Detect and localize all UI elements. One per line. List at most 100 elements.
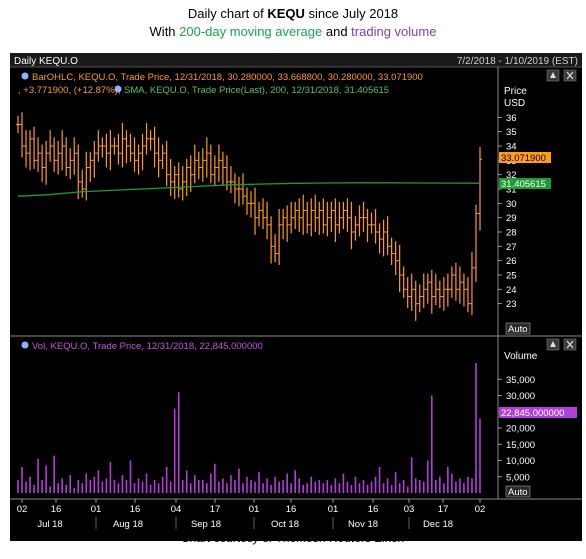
price-tick-label: 25 [506, 271, 517, 282]
x-tick-label: 16 [286, 504, 297, 515]
ohlc-bar [473, 204, 478, 283]
ohlc-bar [168, 158, 173, 197]
ohlc-bar [148, 130, 153, 151]
ohlc-bar [365, 209, 370, 243]
ohlc-bar [152, 126, 157, 168]
ohlc-bar [361, 201, 366, 232]
ohlc-bar [413, 280, 418, 321]
ohlc-bar [317, 201, 322, 235]
volume-axis-title: Volume [504, 351, 538, 362]
x-month-label: Oct 18 [271, 519, 299, 530]
ohlc-bar [68, 148, 73, 179]
price-tick-label: 28 [506, 228, 517, 239]
ohlc-bar [16, 115, 20, 134]
legend-toggle-icon[interactable] [21, 72, 29, 80]
ohlc-bar [84, 151, 89, 201]
volume-tick-label: 15,000 [506, 440, 535, 451]
ohlc-bar [401, 266, 406, 298]
sma-label: 31.405615 [501, 179, 546, 190]
x-tick-label: 17 [438, 504, 449, 515]
ohlc-bar [265, 201, 270, 240]
ohlc-bar [124, 130, 129, 164]
ohlc-bar [369, 212, 374, 234]
ohlc-bar [393, 241, 398, 275]
x-tick-label: 02 [475, 504, 486, 515]
chart-svg[interactable]: Daily KEQU.O 7/2/2018 - 1/10/2019 (EST) … [10, 53, 582, 541]
price-legend-sma: SMA, KEQU.O, Trade Price(Last), 200, 12/… [124, 85, 389, 96]
ohlc-bar [389, 237, 394, 265]
ohlc-bar [478, 147, 482, 231]
ohlc-bar [357, 205, 362, 237]
ohlc-bar [337, 201, 342, 234]
ohlc-bar [24, 130, 29, 168]
price-tick-label: 24 [506, 285, 517, 296]
ohlc-bar [240, 173, 245, 205]
volume-panel-icons[interactable] [546, 338, 577, 351]
ohlc-bar [305, 201, 310, 234]
volume-auto-button[interactable] [505, 485, 531, 498]
ohlc-bar [204, 137, 209, 178]
ohlc-bar [377, 223, 382, 254]
price-tick-label: 29 [506, 213, 517, 224]
ohlc-bar [44, 140, 49, 185]
price-panel-icons[interactable] [546, 69, 577, 82]
price-bars [16, 112, 482, 321]
ohlc-bar [200, 148, 205, 182]
sma-toggle-icon[interactable] [114, 85, 122, 93]
ohlc-bar [132, 137, 137, 172]
ohlc-bar [244, 187, 249, 215]
volume-tick-label: 30,000 [506, 391, 535, 402]
ohlc-bar [192, 144, 197, 184]
last-volume-label: 22,845.000000 [501, 408, 564, 419]
volume-legend: Vol, KEQU.O, Trade Price, 12/31/2018, 22… [32, 341, 263, 352]
ohlc-bar [32, 126, 37, 169]
volume-toggle-icon[interactable] [21, 341, 29, 349]
chart-panel[interactable]: Daily KEQU.O 7/2/2018 - 1/10/2019 (EST) … [10, 53, 582, 541]
ohlc-bar [120, 123, 125, 168]
ohlc-bar [325, 201, 330, 237]
ohlc-bar [293, 201, 298, 230]
ohlc-bar [128, 133, 133, 162]
ohlc-bar [40, 144, 45, 182]
price-legend-change: , +3.771900, (+12.87%), [18, 85, 120, 96]
price-auto-button[interactable] [505, 322, 531, 335]
ohlc-bar [80, 169, 85, 198]
price-tick-label: 31 [506, 185, 517, 196]
ohlc-bar [461, 273, 466, 307]
price-tick-label: 27 [506, 242, 517, 253]
ohlc-bar [253, 187, 258, 235]
x-axis: 02 16 01 16 04 17 01 16 01 16 03 17 02 Jul 18 Aug 18 Se… [17, 499, 486, 530]
sma-text: 200-day moving average [179, 24, 323, 39]
ohlc-bar [409, 273, 414, 311]
ohlc-bar [249, 191, 254, 218]
ohlc-bar [309, 198, 314, 237]
x-tick-label: 03 [404, 504, 415, 515]
panel-name: Daily KEQU.O [14, 56, 78, 67]
x-tick-label: 16 [51, 504, 62, 515]
ohlc-bar [104, 133, 109, 168]
ohlc-bar [437, 280, 442, 308]
ohlc-bar [236, 176, 241, 207]
ohlc-bar [176, 162, 181, 198]
chart-title: Daily chart of KEQU since July 2018 [187, 6, 399, 21]
ohlc-bar [92, 140, 97, 178]
x-tick-label: 16 [368, 504, 379, 515]
ohlc-bar [385, 216, 390, 255]
x-tick-label: 17 [210, 504, 221, 515]
ohlc-bar [112, 137, 117, 155]
ohlc-bar [281, 209, 286, 240]
ohlc-bar [172, 166, 177, 200]
ohlc-bar [116, 133, 121, 165]
ohlc-bar [417, 284, 422, 313]
price-axis-unit: USD [504, 98, 525, 109]
x-month-label: Aug 18 [113, 519, 143, 530]
ohlc-bar [52, 137, 57, 172]
ohlc-bar [297, 198, 302, 232]
ohlc-bar [429, 269, 434, 314]
volume-auto-label: Auto [508, 487, 528, 498]
ohlc-bar [441, 277, 446, 311]
x-tick-label: 16 [130, 504, 141, 515]
ohlc-bar [64, 137, 69, 177]
ohlc-bar [60, 130, 65, 171]
price-axis-title: Price [504, 86, 527, 97]
